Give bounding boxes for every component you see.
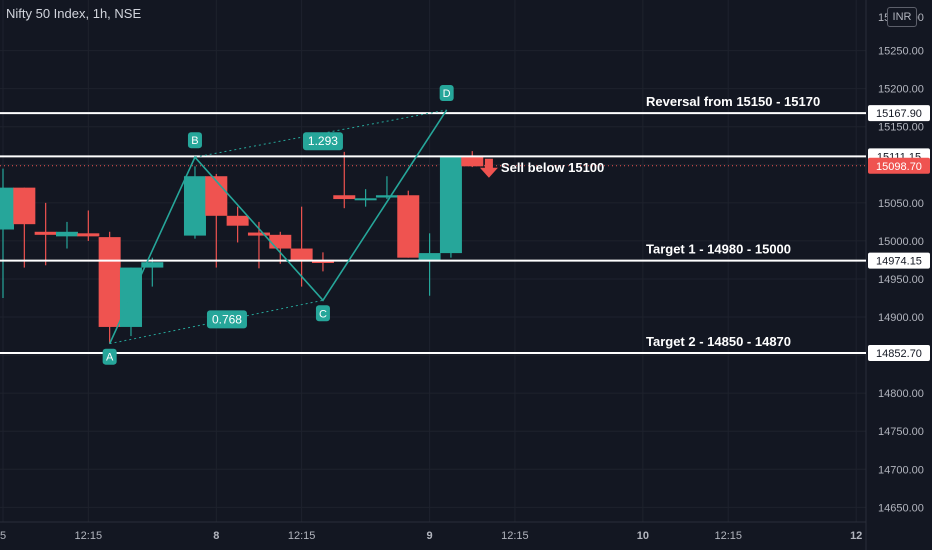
pattern-ratio-line-ac <box>109 299 324 345</box>
pattern-point-label: D <box>443 88 451 100</box>
time-tick-label: 10 <box>637 530 649 542</box>
price-tick-label: 14700.00 <box>878 464 924 476</box>
price-tick-label: 14800.00 <box>878 388 924 400</box>
level-label: Target 2 - 14850 - 14870 <box>646 334 791 349</box>
candle-down <box>226 215 249 226</box>
candle-up <box>418 253 441 261</box>
ratio-label: 0.768 <box>212 312 242 326</box>
price-tick-label: 15050.00 <box>878 198 924 210</box>
last-price-tag-box <box>868 157 930 174</box>
price-tick-label: 15000.00 <box>878 236 924 248</box>
price-tick-label: 14650.00 <box>878 502 924 514</box>
time-tick-label: 12:15 <box>501 530 529 542</box>
time-tick-label: 12:15 <box>75 530 103 542</box>
level-price-tag: 14852.70 <box>876 348 922 360</box>
time-tick-label: 12:15 <box>288 530 316 542</box>
price-tick-label: 15250.00 <box>878 46 924 58</box>
chart-title: Nifty 50 Index, 1h, NSE <box>6 6 142 21</box>
xabcd-pattern-path <box>108 109 448 345</box>
down-arrow-icon <box>479 158 498 178</box>
price-tick-label: 15150.00 <box>878 122 924 134</box>
time-tick-label: 5 <box>0 530 6 542</box>
time-tick-label: 12 <box>850 530 862 542</box>
pattern-point-marker <box>187 132 202 149</box>
sell-annotation: Sell below 15100 <box>501 160 604 175</box>
candle-up <box>375 195 398 198</box>
level-label: Reversal from 15150 - 15170 <box>646 94 820 109</box>
candle-down <box>290 248 313 260</box>
level-label: Target 1 - 14980 - 15000 <box>646 242 791 257</box>
price-tick-label: 14900.00 <box>878 312 924 324</box>
pattern-point-label: A <box>106 352 114 364</box>
ratio-label: 1.293 <box>308 134 338 148</box>
candle-down <box>34 231 57 235</box>
candle-down <box>333 195 356 200</box>
time-tick-label: 8 <box>213 530 219 542</box>
pattern-point-marker <box>102 348 117 365</box>
time-tick-label: 12:15 <box>714 530 742 542</box>
level-price-tag-box <box>868 252 930 269</box>
candle-up <box>141 262 164 268</box>
candle-down <box>13 187 36 225</box>
ratio-box <box>302 132 343 151</box>
candle-down <box>98 237 121 327</box>
ratio-box <box>206 310 247 329</box>
level-price-tag-box <box>868 345 930 362</box>
last-price-tag: 15098.70 <box>876 161 922 173</box>
price-tick-label: 14750.00 <box>878 426 924 438</box>
candle-down <box>77 233 100 237</box>
candle-down <box>397 195 420 258</box>
level-price-tag: 15167.90 <box>876 108 922 120</box>
candle-down <box>247 232 270 236</box>
pattern-point-label: B <box>191 135 198 147</box>
pattern-point-marker <box>315 305 330 322</box>
price-tick-label: 14950.00 <box>878 274 924 286</box>
level-price-tag: 14974.15 <box>876 256 922 268</box>
price-tick-label: 15200.00 <box>878 84 924 96</box>
level-price-tag-box <box>868 105 930 122</box>
candle-down <box>461 156 484 167</box>
candle-up <box>0 187 14 230</box>
pattern-point-label: C <box>319 308 327 320</box>
candle-up <box>55 231 78 237</box>
candle-up <box>183 176 206 236</box>
candle-up <box>439 156 462 254</box>
candle-down <box>269 234 292 249</box>
time-tick-label: 9 <box>427 530 433 542</box>
currency-badge[interactable]: INR <box>887 7 917 27</box>
pattern-point-marker <box>439 84 454 101</box>
candle-up <box>354 198 377 201</box>
